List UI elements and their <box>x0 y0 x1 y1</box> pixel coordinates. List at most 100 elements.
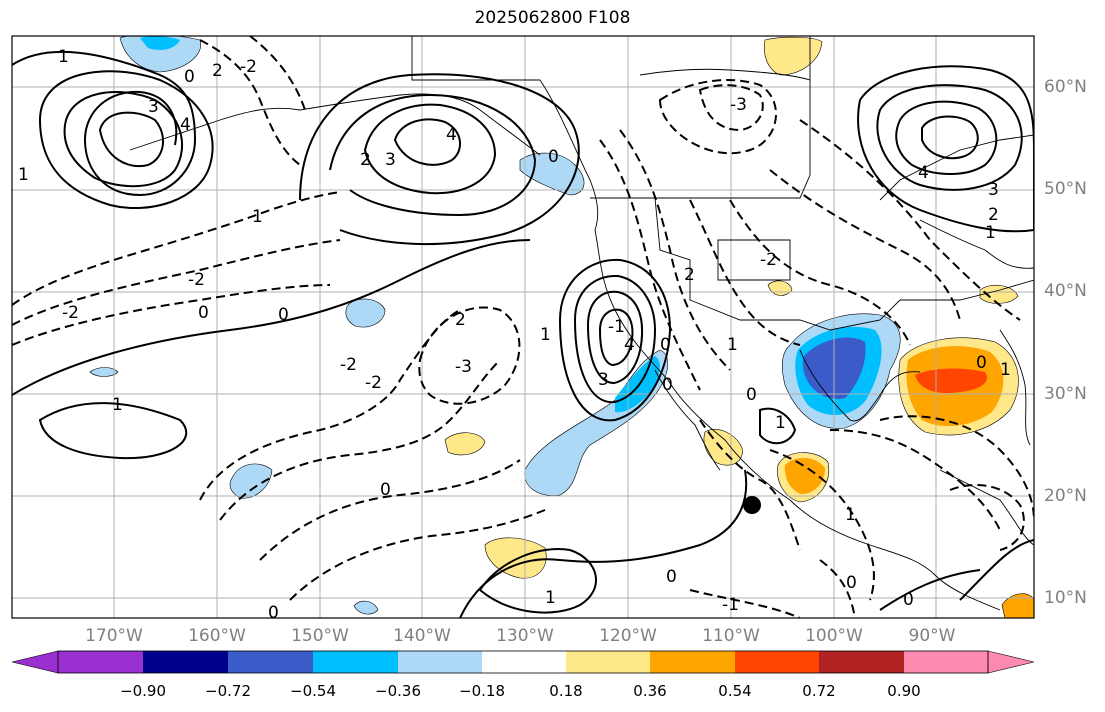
blue-area-alaska <box>519 152 585 196</box>
contour-label: 0 <box>660 335 671 355</box>
colorbar-tick-label: 0.36 <box>633 682 667 700</box>
contour-label: 0 <box>746 385 757 405</box>
contour-label: 0 <box>666 567 677 587</box>
contour-label: 4 <box>180 115 191 135</box>
contour-label: 2 <box>212 61 223 81</box>
colorbar-high-extend <box>987 650 1035 674</box>
blue-area-topleft <box>119 36 202 73</box>
colorbar-tick-label: 0.54 <box>718 682 752 700</box>
contour-label: -3 <box>730 95 747 115</box>
contour-label: 1 <box>727 335 738 355</box>
contour-label: 1 <box>1000 360 1011 380</box>
contour-label: 2 <box>360 150 371 170</box>
contour-label: -2 <box>240 57 257 77</box>
colorbar-tick-label: 0.90 <box>887 682 921 700</box>
lon-label: 100°W <box>805 626 863 646</box>
lat-label: 30°N <box>1044 384 1087 404</box>
contour-label: 3 <box>598 370 609 390</box>
lon-label: 130°W <box>496 626 554 646</box>
contour-label: 0 <box>268 603 279 623</box>
colorbar-tick-label: −0.36 <box>375 682 421 700</box>
colorbar-segment <box>482 651 566 673</box>
lat-label: 40°N <box>1044 281 1087 301</box>
contour-label: 0 <box>662 375 673 395</box>
colorbar-segment <box>819 651 904 673</box>
contour-label: -1 <box>722 595 739 615</box>
colorbar-tick-label: −0.18 <box>459 682 505 700</box>
contour-label: 3 <box>148 97 159 117</box>
contours-solid <box>12 50 1034 618</box>
lon-label: 120°W <box>599 626 657 646</box>
contour-labels: 1 0 2 -2 3 4 1 3 2 4 1 -3 0 4 3 2 1 -2 -… <box>18 47 1011 623</box>
lon-label: 150°W <box>291 626 349 646</box>
colorbar-segment <box>650 651 735 673</box>
lon-label: 170°W <box>85 626 143 646</box>
contour-label: 1 <box>775 413 786 433</box>
blue-area-small4 <box>353 600 379 615</box>
contour-label: 2 <box>988 205 999 225</box>
colorbar-segment <box>566 651 650 673</box>
contour-label: 0 <box>380 480 391 500</box>
colorbar-segment <box>398 651 482 673</box>
contour-label: -3 <box>455 357 472 377</box>
colorbar-tick-label: −0.72 <box>205 682 251 700</box>
cyan-area-topleft <box>140 36 180 50</box>
yellow-area-small1 <box>444 432 486 456</box>
contour-label: -2 <box>62 303 79 323</box>
contour-label: 1 <box>845 505 856 525</box>
colorbar-low-extend <box>11 650 59 674</box>
colorbar-segment <box>904 651 988 673</box>
lat-label: 20°N <box>1044 486 1087 506</box>
contour-label: 0 <box>184 67 195 87</box>
contour-label: 0 <box>846 573 857 593</box>
contour-label: 0 <box>198 303 209 323</box>
contour-label: -1 <box>608 317 625 337</box>
cyan-area-baja <box>615 356 661 413</box>
contour-label: 0 <box>548 147 559 167</box>
contour-label: 1 <box>112 395 123 415</box>
blue-area-small3 <box>89 367 119 377</box>
contour-label: -2 <box>760 250 777 270</box>
contour-label: 1 <box>545 588 556 608</box>
contour-label: 4 <box>446 125 457 145</box>
lon-label: 160°W <box>188 626 246 646</box>
colorbar-segment <box>313 651 398 673</box>
lat-label: 10°N <box>1044 588 1087 608</box>
contour-label: -2 <box>188 270 205 290</box>
lat-label: 50°N <box>1044 179 1087 199</box>
contour-label: 4 <box>624 335 635 355</box>
colorbar-tick-label: 0.18 <box>549 682 583 700</box>
blue-area-small2 <box>229 463 273 499</box>
contour-label: 2 <box>684 265 695 285</box>
yellow-area-north <box>763 36 823 76</box>
contour-label: 1 <box>252 207 263 227</box>
red-area-east <box>915 368 988 394</box>
lon-label: 110°W <box>702 626 760 646</box>
contours-dashed <box>12 36 1034 618</box>
contour-label: 3 <box>385 150 396 170</box>
contour-label: 3 <box>988 180 999 200</box>
colorbar-segment <box>143 651 228 673</box>
yellow-area-corner <box>1001 593 1034 618</box>
contour-label: 0 <box>903 590 914 610</box>
map-frame <box>11 35 1035 619</box>
colorbar-tick-label: −0.90 <box>120 682 166 700</box>
colorbar-tick-label: −0.54 <box>290 682 336 700</box>
coastlines <box>129 36 1034 611</box>
yellow-area-small3 <box>979 284 1019 304</box>
lon-label: 90°W <box>908 626 956 646</box>
contour-label: 0 <box>278 305 289 325</box>
lon-label: 140°W <box>393 626 451 646</box>
contour-label: 1 <box>540 325 551 345</box>
contour-label: 2 <box>455 310 466 330</box>
colorbar-tick-label: 0.72 <box>802 682 836 700</box>
orange-area-mexico <box>784 457 825 495</box>
colorbar-segment <box>228 651 313 673</box>
colorbar <box>11 650 1035 674</box>
contour-label: 1 <box>985 223 996 243</box>
colorbar-segment <box>58 651 143 673</box>
lat-label: 60°N <box>1044 77 1087 97</box>
contour-label: 4 <box>918 163 929 183</box>
colorbar-segment <box>735 651 819 673</box>
